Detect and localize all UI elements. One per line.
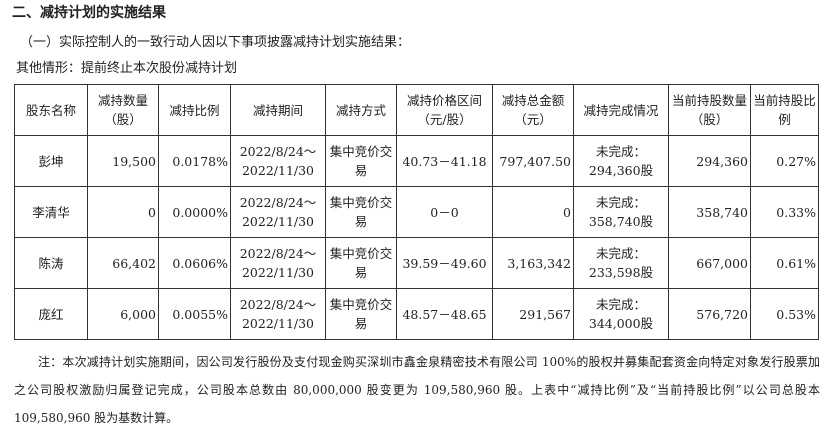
- cell-qty: 0: [87, 186, 159, 238]
- cell-name: 彭坤: [14, 135, 88, 187]
- column-header: 减持比例: [158, 84, 231, 136]
- cell-held: 576,720: [668, 288, 751, 340]
- column-header: 减持完成情况: [573, 84, 669, 136]
- cell-ratio: 0.0000%: [158, 186, 231, 238]
- cell-held-ratio: 0.53%: [750, 288, 819, 340]
- cell-ratio: 0.0178%: [158, 135, 231, 187]
- cell-name: 陈涛: [14, 237, 88, 289]
- cell-status: 未完成：358,740股: [573, 186, 669, 238]
- cell-held-ratio: 0.27%: [750, 135, 819, 187]
- cell-qty: 19,500: [87, 135, 159, 187]
- cell-qty: 66,402: [87, 237, 159, 289]
- cell-ratio: 0.0055%: [158, 288, 231, 340]
- cell-period: 2022/8/24～2022/11/30: [230, 237, 326, 289]
- cell-held: 358,740: [668, 186, 751, 238]
- table-row: 李清华 0 0.0000% 2022/8/24～2022/11/30 集中竞价交易 0－0…: [14, 186, 819, 238]
- cell-held-ratio: 0.33%: [750, 186, 819, 238]
- cell-method: 集中竞价交易: [325, 186, 397, 238]
- cell-price: 40.73－41.18: [396, 135, 493, 187]
- cell-method: 集中竞价交易: [325, 237, 397, 289]
- cell-price: 39.59－49.60: [396, 237, 493, 289]
- column-header: 当前持股数量（股）: [668, 84, 751, 136]
- cell-qty: 6,000: [87, 288, 159, 340]
- column-header: 股东名称: [14, 84, 88, 136]
- other-situation: 其他情形：提前终止本次股份减持计划: [16, 61, 238, 76]
- cell-amount: 0: [492, 186, 574, 238]
- table-row: 庞红 6,000 0.0055% 2022/8/24～2022/11/30 集中竞价交易…: [14, 288, 819, 340]
- column-header: 减持价格区间（元/股）: [396, 84, 493, 136]
- cell-price: 0－0: [396, 186, 493, 238]
- cell-ratio: 0.0606%: [158, 237, 231, 289]
- cell-price: 48.57－48.65: [396, 288, 493, 340]
- cell-held: 667,000: [668, 237, 751, 289]
- cell-period: 2022/8/24～2022/11/30: [230, 288, 326, 340]
- subheading: （一）实际控制人的一致行动人因以下事项披露减持计划实施结果：: [20, 35, 411, 50]
- cell-method: 集中竞价交易: [325, 135, 397, 187]
- reduction-table: 股东名称 减持数量（股） 减持比例 减持期间 减持方式 减持价格区间（元/股） 减持总金额（…: [14, 84, 819, 340]
- column-header: 减持方式: [325, 84, 397, 136]
- cell-held-ratio: 0.61%: [750, 237, 819, 289]
- footnote: 注：本次减持计划实施期间，因公司发行股份及支付现金购买深圳市鑫金泉精密技术有限公…: [14, 355, 820, 425]
- table-row: 陈涛 66,402 0.0606% 2022/8/24～2022/11/30 集中竞价交…: [14, 237, 819, 289]
- cell-held: 294,360: [668, 135, 751, 187]
- column-header: 减持期间: [230, 84, 326, 136]
- cell-amount: 797,407.50: [492, 135, 574, 187]
- cell-period: 2022/8/24～2022/11/30: [230, 135, 326, 187]
- column-header: 减持总金额（元）: [492, 84, 574, 136]
- cell-name: 李清华: [14, 186, 88, 238]
- cell-method: 集中竞价交易: [325, 288, 397, 340]
- cell-period: 2022/8/24～2022/11/30: [230, 186, 326, 238]
- section-heading: 二、减持计划的实施结果: [12, 5, 166, 21]
- cell-status: 未完成：344,000股: [573, 288, 669, 340]
- column-header: 减持数量（股）: [87, 84, 159, 136]
- cell-status: 未完成：294,360股: [573, 135, 669, 187]
- cell-status: 未完成：233,598股: [573, 237, 669, 289]
- column-header: 当前持股比例: [750, 84, 819, 136]
- cell-amount: 291,567: [492, 288, 574, 340]
- cell-name: 庞红: [14, 288, 88, 340]
- table-row: 彭坤 19,500 0.0178% 2022/8/24～2022/11/30 集中竞价交…: [14, 135, 819, 187]
- cell-amount: 3,163,342: [492, 237, 574, 289]
